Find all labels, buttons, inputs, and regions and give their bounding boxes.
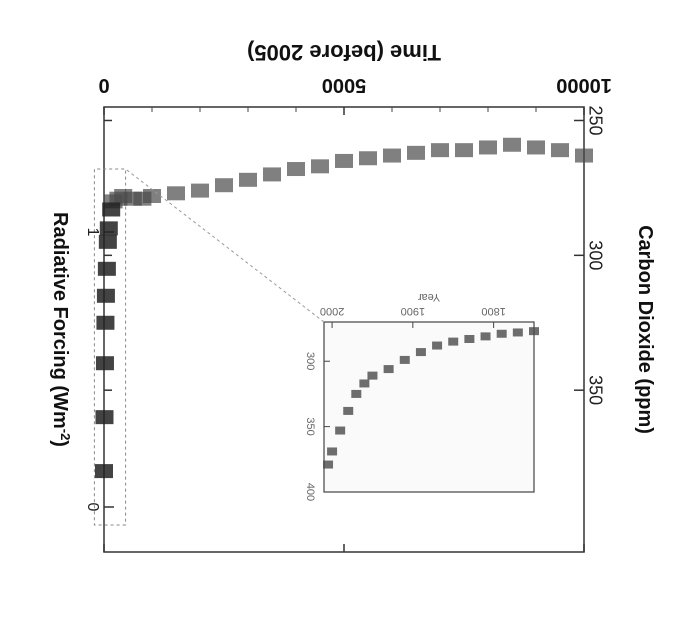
y-tick-label: 250: [585, 105, 605, 135]
inset-chart: 1800 1900 2000 300 350 400 Year: [125, 168, 539, 501]
data-point: [167, 186, 185, 201]
data-point: [98, 234, 117, 249]
inset-x-label: Year: [418, 291, 441, 303]
inset-data-point: [327, 447, 338, 456]
data-point: [239, 172, 257, 187]
x-tick-label: 0: [98, 74, 109, 96]
inset-data-point: [480, 332, 491, 341]
inset-data-point: [448, 337, 459, 346]
rotated-figure: 10000 5000 0 250 300 350 0 1 1800 1900 2000 300 350…: [49, 40, 656, 553]
data-point: [191, 183, 209, 198]
data-point: [455, 143, 473, 158]
data-point: [102, 202, 121, 217]
data-point: [383, 148, 401, 163]
inset-data-point: [399, 355, 410, 364]
data-point: [96, 315, 115, 330]
inset-y-tick-label: 350: [304, 417, 316, 435]
data-point: [215, 178, 233, 193]
axes-group: 10000 5000 0 250 300 350 0 1: [84, 74, 612, 552]
data-point: [263, 167, 281, 182]
data-point: [407, 145, 425, 160]
x-axis-label: Time (before 2005): [247, 40, 441, 65]
data-point: [527, 140, 545, 155]
data-point: [96, 288, 115, 303]
y-tick-label: 300: [585, 240, 605, 270]
y2-axis-label: Radiative Forcing (Wm-2): [49, 212, 74, 447]
data-point: [95, 410, 114, 425]
y2-tick-label: 1: [84, 228, 101, 237]
y-axis-label: Carbon Dioxide (ppm): [634, 225, 656, 434]
inset-data-point: [415, 348, 426, 357]
inset-data-point: [351, 389, 362, 398]
inset-x-tick-label: 1800: [481, 305, 505, 317]
inset-x-tick-label: 1900: [401, 305, 425, 317]
data-point: [359, 151, 377, 166]
inset-data-point: [383, 365, 394, 374]
inset-data-point: [512, 328, 523, 337]
inset-data-point: [343, 406, 354, 415]
data-point: [97, 261, 116, 276]
y2-tick-label: 0: [84, 503, 101, 512]
data-point: [95, 464, 113, 479]
data-point: [95, 356, 114, 371]
data-point: [311, 159, 329, 174]
inset-data-point: [367, 371, 378, 380]
recent-data-box: [93, 168, 127, 526]
x-tick-label: 10000: [556, 74, 612, 96]
inset-data-point: [432, 341, 443, 350]
data-point: [503, 137, 521, 152]
inset-y-tick-label: 400: [304, 483, 316, 501]
data-point: [551, 143, 569, 158]
inset-data-point: [529, 327, 539, 336]
data-point: [431, 143, 449, 158]
data-point: [335, 153, 353, 168]
data-point: [287, 162, 305, 177]
inset-data-point: [323, 460, 334, 469]
data-point: [575, 148, 593, 163]
data-point: [99, 221, 118, 236]
inset-data-point: [335, 426, 346, 435]
inset-x-tick-label: 2000: [320, 305, 344, 317]
data-point: [479, 140, 497, 155]
inset-data-point: [464, 335, 475, 343]
inset-y-tick-label: 300: [304, 352, 316, 370]
inset-data-point: [359, 379, 370, 388]
data-marks: [95, 137, 593, 479]
y-tick-label: 350: [585, 375, 605, 405]
x-tick-label: 5000: [322, 74, 367, 96]
inset-data-point: [496, 329, 507, 338]
inset-frame: [323, 321, 535, 493]
